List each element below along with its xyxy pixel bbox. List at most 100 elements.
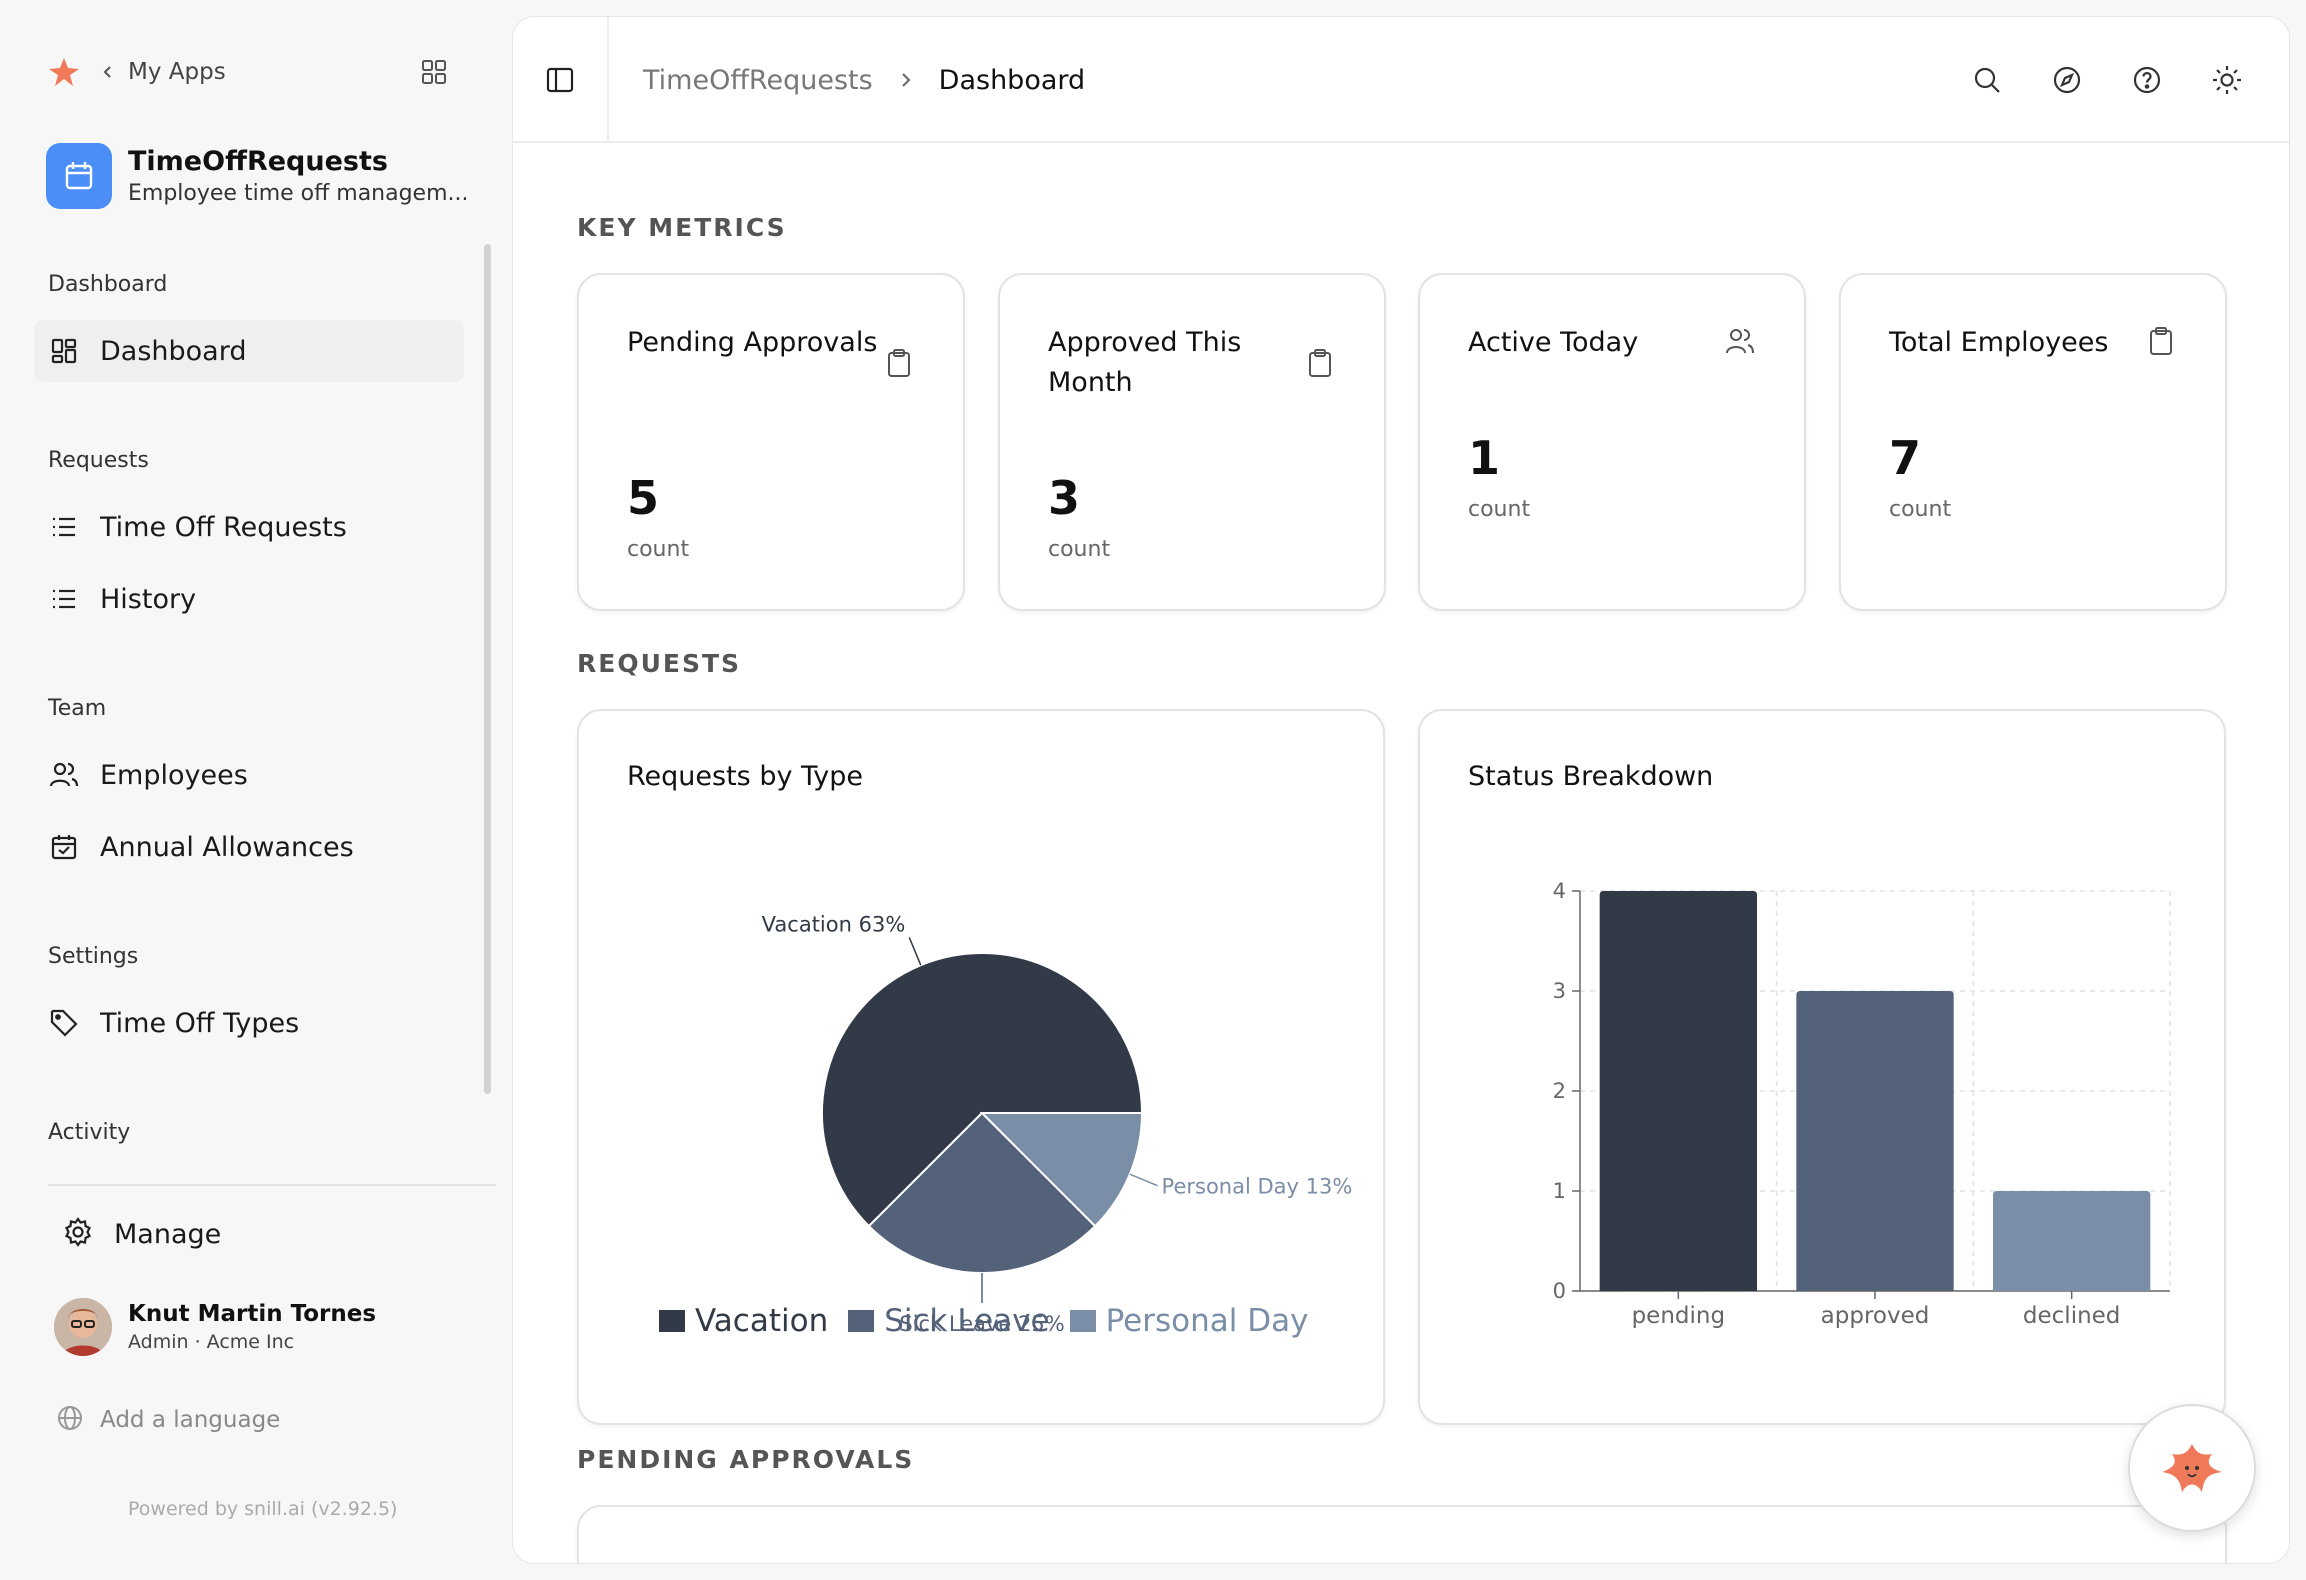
- add-language-button[interactable]: Add a language: [56, 1404, 280, 1436]
- pending-approvals-title: PENDING APPROVALS: [577, 1445, 915, 1474]
- help-icon[interactable]: [2127, 60, 2167, 100]
- legend-label: Sick Leave: [884, 1303, 1050, 1339]
- metric-card-approved-this-month[interactable]: Approved This Month 3 count: [998, 273, 1386, 611]
- pie-label-line: [908, 937, 922, 966]
- user-profile[interactable]: Knut Martin Tornes Admin · Acme Inc: [54, 1298, 376, 1356]
- manage-button[interactable]: Manage: [62, 1212, 221, 1256]
- assistant-fab-button[interactable]: [2128, 1404, 2256, 1532]
- section-label-activity: Activity: [48, 1120, 131, 1145]
- clipboard-icon: [1304, 347, 1336, 379]
- section-label-team: Team: [48, 696, 107, 721]
- y-tick-label: 1: [1553, 1179, 1566, 1203]
- bar-approved[interactable]: [1796, 991, 1954, 1291]
- snill-logo-icon[interactable]: [44, 52, 84, 92]
- pie-slice-label: Vacation 63%: [762, 912, 906, 936]
- metric-title: Total Employees: [1889, 327, 2109, 358]
- pie-slice-sick-leave[interactable]: [867, 1111, 1097, 1274]
- bar-declined[interactable]: [1993, 1191, 2151, 1291]
- sidebar-item-annual-allowances[interactable]: Annual Allowances: [34, 816, 464, 878]
- powered-by: Powered by snill.ai (v2.92.5): [128, 1498, 398, 1520]
- pie-label-line: [1129, 1173, 1158, 1187]
- pending-approvals-table: [577, 1505, 2227, 1563]
- legend-item-vacation[interactable]: Vacation: [659, 1303, 828, 1339]
- search-icon[interactable]: [1967, 60, 2007, 100]
- app-header[interactable]: TimeOffRequests Employee time off manage…: [46, 142, 466, 210]
- sidebar-item-time-off-types[interactable]: Time Off Types: [34, 992, 464, 1054]
- legend-item-personal-day[interactable]: Personal Day: [1069, 1303, 1309, 1339]
- sidebar-item-label: Time Off Requests: [100, 511, 347, 543]
- y-tick-label: 0: [1553, 1279, 1566, 1303]
- sidebar-item-history[interactable]: History: [34, 568, 464, 630]
- sidebar-item-dashboard[interactable]: Dashboard: [34, 320, 464, 382]
- sidebar-item-label: Annual Allowances: [100, 831, 354, 863]
- pie-chart: Vacation 63% Sick Leave 25% Personal Day 1…: [762, 912, 1353, 1336]
- apps-grid-icon[interactable]: [414, 52, 454, 92]
- sidebar-toggle-button[interactable]: [513, 17, 609, 143]
- sidebar-item-employees[interactable]: Employees: [34, 744, 464, 806]
- key-metrics-title: KEY METRICS: [577, 213, 787, 242]
- sidebar-item-label: Time Off Types: [100, 1007, 300, 1039]
- pie-slice-label: Sick Leave 25%: [899, 1312, 1064, 1336]
- sidebar-scrollbar[interactable]: [484, 244, 491, 1094]
- app-subtitle: Employee time off managem...: [128, 181, 466, 206]
- breadcrumb: TimeOffRequests Dashboard: [643, 17, 1085, 143]
- metric-title: Active Today: [1468, 327, 1639, 358]
- pie-legend: Vacation Sick Leave Personal Day: [659, 1303, 1308, 1339]
- metric-card-total-employees[interactable]: Total Employees 7 count: [1839, 273, 2227, 611]
- breadcrumb-app[interactable]: TimeOffRequests: [643, 64, 873, 96]
- pie-slice-label: Personal Day 13%: [1162, 1175, 1353, 1199]
- x-tick-label: declined: [2023, 1303, 2121, 1329]
- y-tick-label: 2: [1553, 1079, 1566, 1103]
- chevron-left-icon[interactable]: [98, 62, 118, 82]
- metric-unit: count: [627, 537, 690, 562]
- compass-icon[interactable]: [2047, 60, 2087, 100]
- x-tick-label: approved: [1821, 1303, 1930, 1329]
- metric-card-pending-approvals[interactable]: Pending Approvals 5 count: [577, 273, 965, 611]
- sidebar-divider: [48, 1184, 496, 1186]
- user-role: Admin · Acme Inc: [128, 1331, 295, 1353]
- bar-pending[interactable]: [1599, 891, 1757, 1291]
- sidebar: My Apps TimeOffRequests Employee time of…: [0, 0, 500, 1580]
- y-tick-label: 3: [1553, 979, 1566, 1003]
- pie-slice-personal-day[interactable]: [979, 1112, 1144, 1228]
- sidebar-item-label: History: [100, 583, 197, 615]
- clipboard-icon: [2145, 325, 2177, 357]
- section-label-settings: Settings: [48, 944, 139, 969]
- dashboard-grid-icon: [48, 335, 80, 367]
- status-breakdown-card: Status Breakdown 0 1 2 3 4 pending approved dec…: [1418, 709, 2226, 1425]
- main-header: TimeOffRequests Dashboard: [513, 17, 2289, 143]
- section-label-requests: Requests: [48, 448, 149, 473]
- users-icon: [1724, 325, 1756, 357]
- sidebar-item-label: Dashboard: [100, 335, 247, 367]
- section-label-dashboard: Dashboard: [48, 272, 168, 297]
- metric-value: 1: [1468, 431, 1501, 485]
- my-apps-link[interactable]: My Apps: [128, 59, 226, 85]
- list-icon: [48, 511, 80, 543]
- sidebar-topbar: My Apps: [44, 52, 454, 92]
- legend-item-sick-leave[interactable]: Sick Leave: [848, 1303, 1050, 1339]
- metric-value: 7: [1889, 431, 1922, 485]
- app-title: TimeOffRequests: [128, 146, 388, 177]
- panel-left-icon: [546, 67, 574, 93]
- manage-label: Manage: [114, 1218, 222, 1250]
- avatar: [54, 1298, 112, 1356]
- calendar-icon: [46, 143, 112, 209]
- y-tick-label: 4: [1553, 879, 1566, 903]
- x-tick-label: pending: [1632, 1303, 1726, 1329]
- main-panel: TimeOffRequests Dashboard KEY METRICS Pe…: [512, 16, 2290, 1564]
- metric-unit: count: [1048, 537, 1111, 562]
- metric-title: Pending Approvals: [627, 327, 878, 358]
- metric-unit: count: [1468, 497, 1531, 522]
- sidebar-item-time-off-requests[interactable]: Time Off Requests: [34, 496, 464, 558]
- metric-card-active-today[interactable]: Active Today 1 count: [1418, 273, 1806, 611]
- requests-title: REQUESTS: [577, 649, 742, 678]
- sun-icon[interactable]: [2207, 60, 2247, 100]
- clipboard-icon: [883, 347, 915, 379]
- legend-label: Vacation: [695, 1303, 829, 1339]
- tag-icon: [48, 1007, 80, 1039]
- bar-chart: 0 1 2 3 4 pending approved declined: [1553, 879, 2171, 1329]
- chart-title: Requests by Type: [627, 761, 864, 792]
- legend-label: Personal Day: [1105, 1303, 1309, 1339]
- metric-value: 3: [1048, 471, 1081, 525]
- chart-title: Status Breakdown: [1468, 761, 1714, 792]
